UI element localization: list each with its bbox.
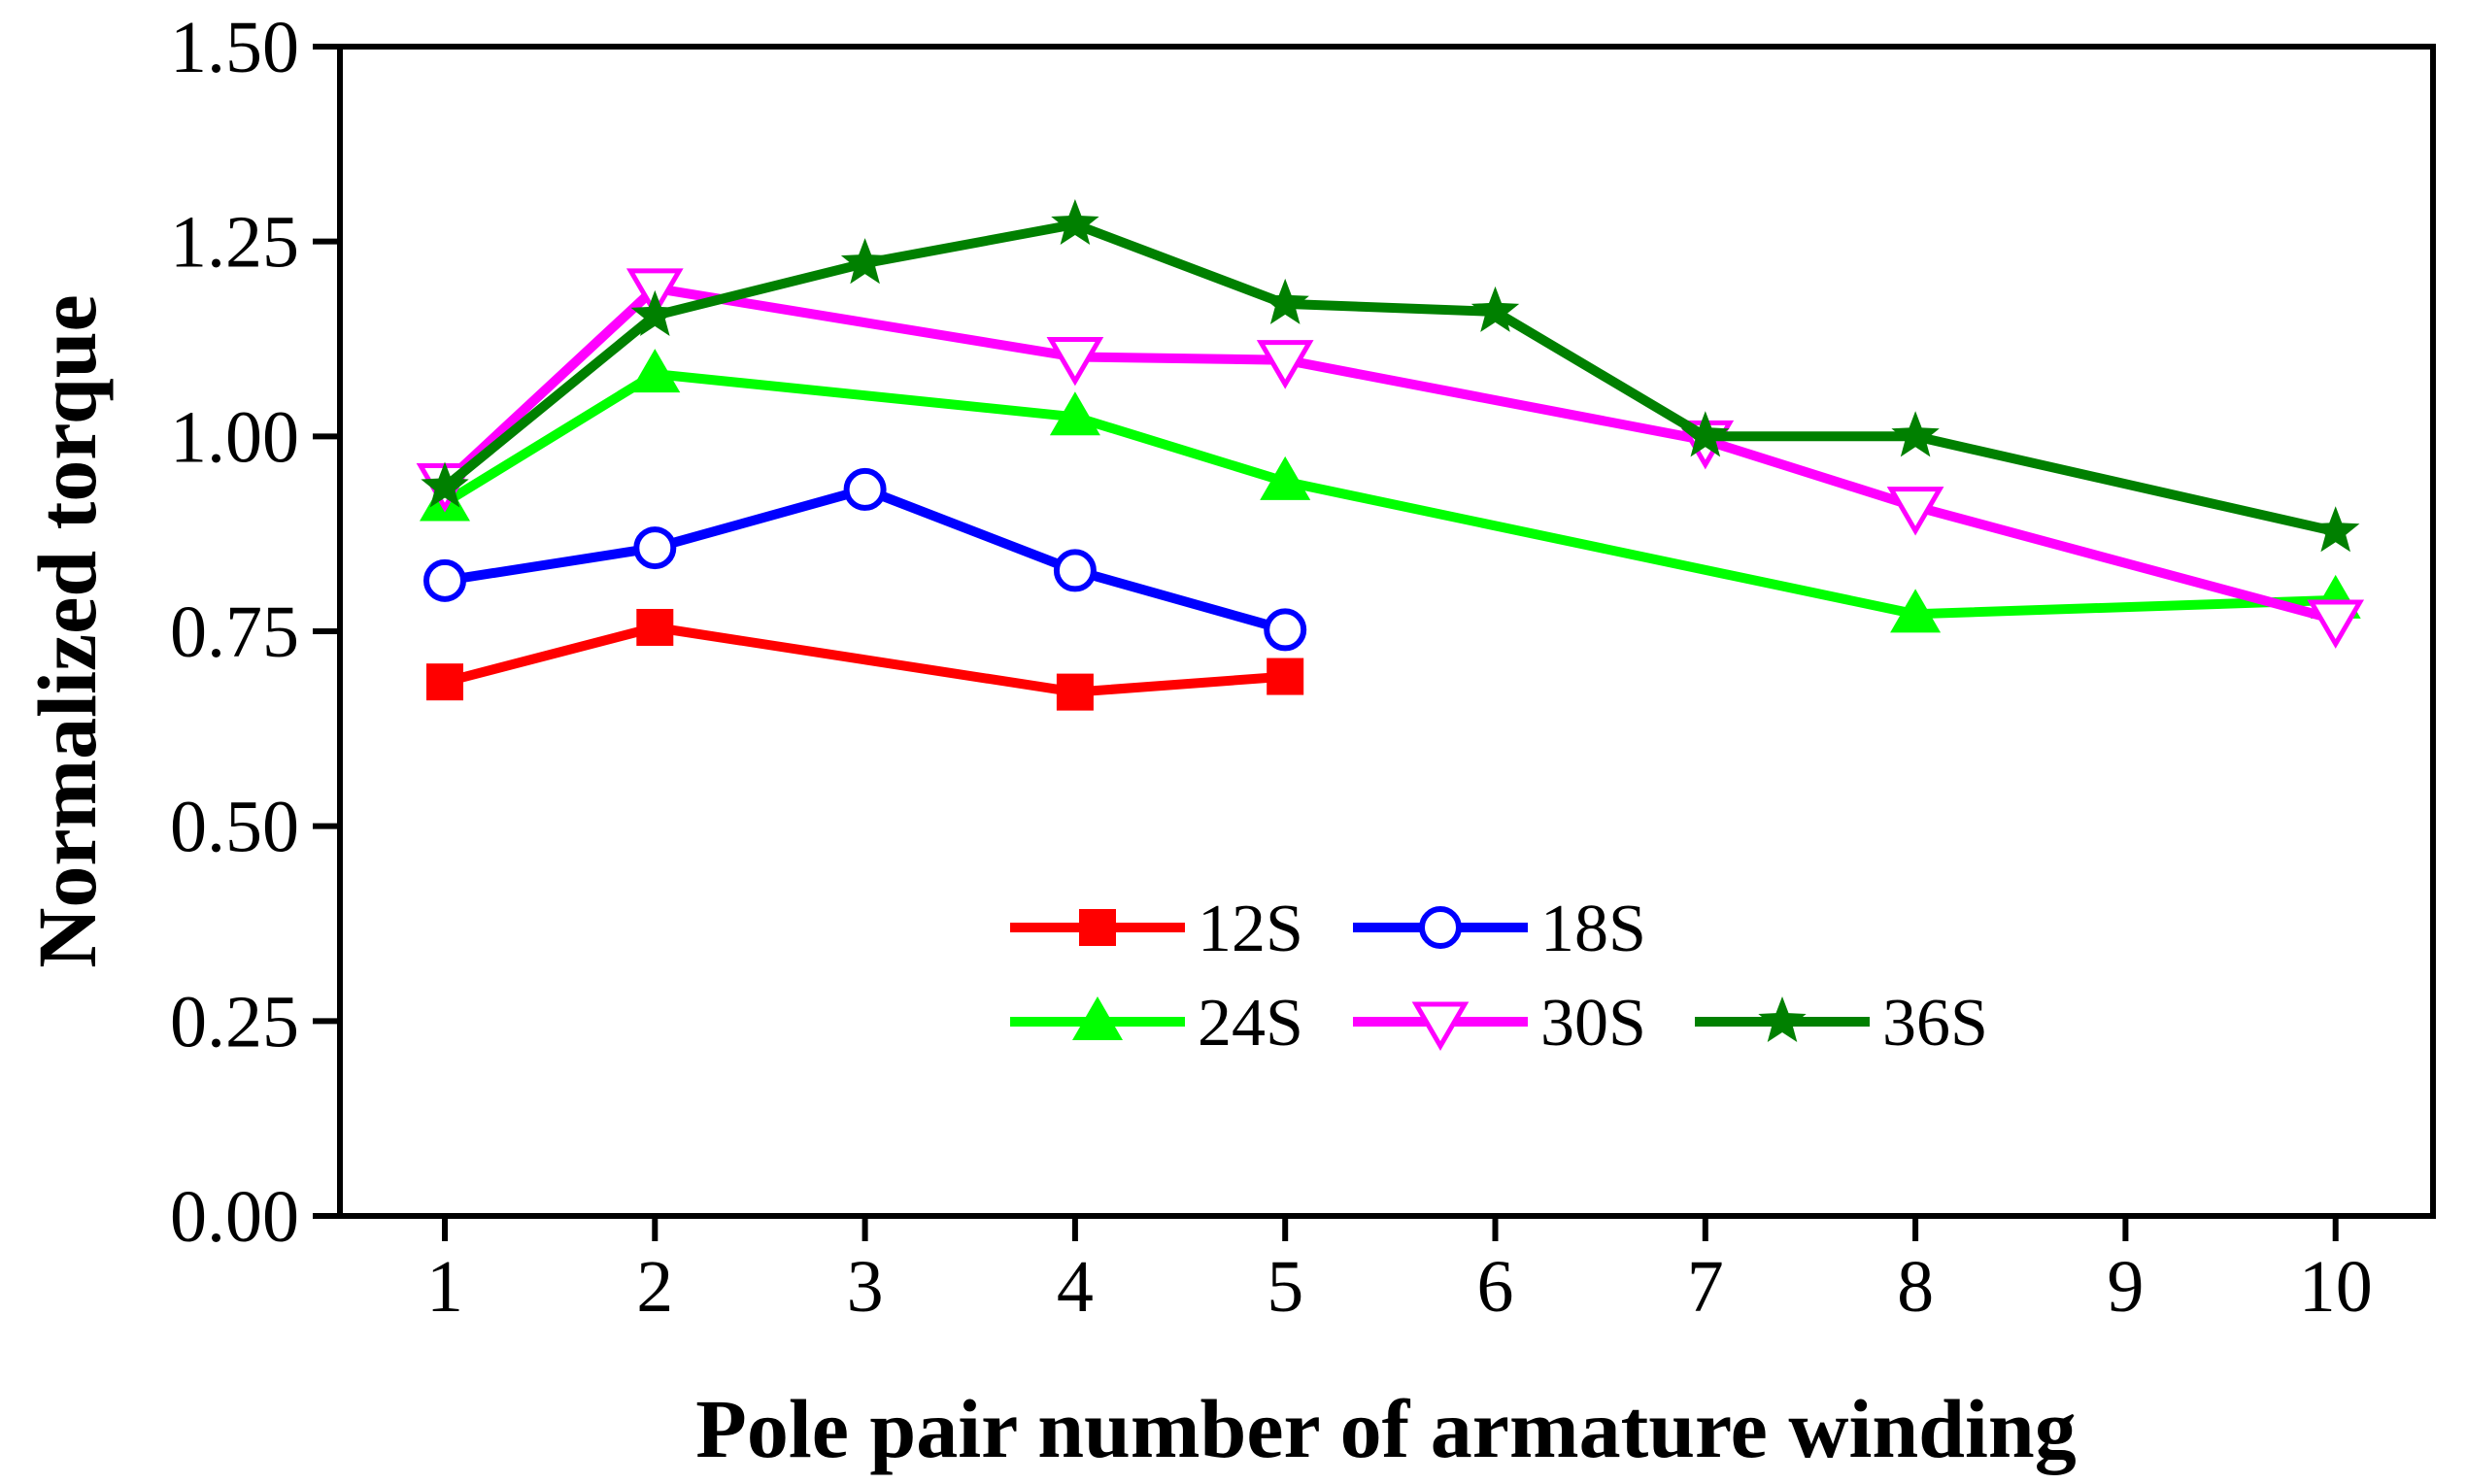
x-tick-label: 4 — [1057, 1246, 1094, 1328]
data-point — [1260, 455, 1311, 500]
data-point — [1419, 906, 1462, 949]
y-tick-label: 0.00 — [170, 1176, 299, 1258]
series-24S — [420, 349, 2361, 633]
x-axis-title: Pole pair number of armature winding — [695, 1382, 2076, 1475]
data-point — [629, 349, 681, 393]
x-tick-label: 3 — [847, 1246, 884, 1328]
data-point — [636, 608, 674, 646]
y-tick-label: 1.50 — [170, 7, 299, 88]
data-point — [1758, 996, 1807, 1042]
y-axis-title: Normalized torque — [20, 294, 114, 967]
legend-entry-24S: 24S — [1010, 986, 1303, 1061]
series-36S — [421, 199, 2360, 553]
data-point — [633, 526, 677, 570]
data-point — [2307, 599, 2365, 649]
x-tick-label: 5 — [1267, 1246, 1303, 1328]
data-point — [1056, 673, 1094, 711]
legend-label: 36S — [1882, 986, 1988, 1061]
y-tick-label: 0.75 — [170, 591, 299, 673]
data-point — [840, 238, 890, 285]
data-point — [426, 663, 463, 701]
legend-entry-36S: 36S — [1695, 986, 1988, 1061]
data-point — [1681, 411, 1730, 457]
series-line — [442, 369, 2336, 620]
data-point — [2312, 506, 2360, 553]
data-point — [423, 558, 466, 602]
x-tick-label: 1 — [426, 1246, 463, 1328]
series-30S — [416, 268, 2365, 649]
series-layer — [416, 199, 2365, 711]
y-tick-label: 1.25 — [170, 202, 299, 284]
data-point — [1890, 589, 1942, 633]
data-point — [1886, 487, 1944, 536]
series-line — [443, 623, 1286, 697]
legend-entry-12S: 12S — [1010, 892, 1303, 966]
data-point — [421, 461, 469, 508]
plot-frame — [337, 44, 2436, 1219]
x-tick-label: 2 — [636, 1246, 673, 1328]
axes: 1 2 3 4 5 6 7 8 9 10 0.00 0.25 0.50 0.75 1.00 1.25 1.50 — [170, 7, 2373, 1328]
x-tick-label: 7 — [1687, 1246, 1724, 1328]
data-point — [1053, 549, 1097, 592]
data-point — [1046, 336, 1104, 387]
data-point — [1264, 608, 1307, 652]
data-point — [1049, 391, 1100, 436]
series-18S — [423, 467, 1307, 652]
legend-label: 30S — [1540, 986, 1646, 1061]
series-line — [441, 283, 2337, 624]
data-point — [630, 289, 679, 336]
legend-entry-18S: 18S — [1353, 892, 1646, 966]
legend-label: 24S — [1198, 986, 1303, 1061]
legend-entry-30S: 30S — [1353, 986, 1646, 1061]
legend: 12S 18S 24S 30S 36S — [1010, 892, 1988, 1061]
legend-label: 18S — [1540, 892, 1646, 966]
data-point — [843, 467, 887, 511]
data-point — [1891, 411, 1940, 457]
y-tick-label: 0.25 — [170, 981, 299, 1062]
data-point — [1261, 278, 1309, 324]
data-point — [1079, 909, 1116, 946]
data-point — [1051, 199, 1099, 245]
x-tick-label: 6 — [1477, 1246, 1514, 1328]
x-tick-label: 8 — [1897, 1246, 1934, 1328]
x-tick-label: 10 — [2299, 1246, 2373, 1328]
x-tick-label: 9 — [2107, 1246, 2144, 1328]
data-point — [1411, 1001, 1470, 1051]
series-12S — [426, 608, 1304, 711]
y-tick-label: 1.00 — [170, 396, 299, 478]
data-point — [1267, 658, 1304, 695]
legend-label: 12S — [1198, 892, 1303, 966]
y-tick-label: 0.50 — [170, 787, 299, 868]
data-point — [1470, 286, 1520, 332]
data-point — [1256, 340, 1314, 389]
data-point — [1072, 996, 1123, 1040]
